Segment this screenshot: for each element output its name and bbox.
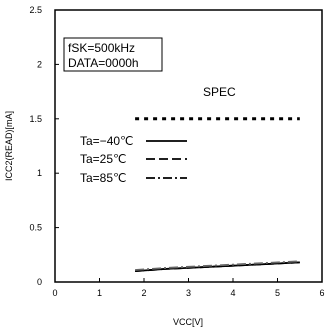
y-axis-label: ICC2(READ)[mA]: [4, 111, 14, 181]
legend-label-ta-85: Ta=85℃: [80, 171, 127, 185]
x-tick-label: 0: [52, 288, 57, 298]
y-tick-label: 1: [37, 168, 42, 178]
x-tick-label: 3: [186, 288, 191, 298]
spec-label: SPEC: [203, 85, 236, 99]
y-tick-label: 1.5: [29, 114, 42, 124]
condition-data: DATA=0000h: [68, 56, 139, 70]
legend: Ta=−40℃ Ta=25℃ Ta=85℃: [80, 134, 187, 185]
y-tick-label: 0.5: [29, 223, 42, 233]
legend-label-ta-minus40: Ta=−40℃: [80, 134, 134, 148]
y-tick-label: 2: [37, 59, 42, 69]
x-tick-label: 2: [141, 288, 146, 298]
x-axis-label: VCC[V]: [173, 317, 203, 327]
series-ta-85-line: [135, 260, 300, 271]
y-tick-label: 2.5: [29, 5, 42, 15]
series-ta-25-line: [135, 261, 300, 272]
y-tick-label: 0: [37, 277, 42, 287]
series-group: [135, 117, 300, 272]
x-tick-label: 5: [275, 288, 280, 298]
legend-label-ta-25: Ta=25℃: [80, 152, 127, 166]
x-tick-label: 1: [97, 288, 102, 298]
conditions-box: [63, 37, 163, 72]
tick-group: 0 1 2 3 4 5 6 0 0.5 1 1.5 2 2.5: [29, 5, 324, 298]
condition-fsk: fSK=500kHz: [68, 41, 135, 55]
x-tick-label: 4: [230, 288, 235, 298]
x-tick-label: 6: [319, 288, 324, 298]
